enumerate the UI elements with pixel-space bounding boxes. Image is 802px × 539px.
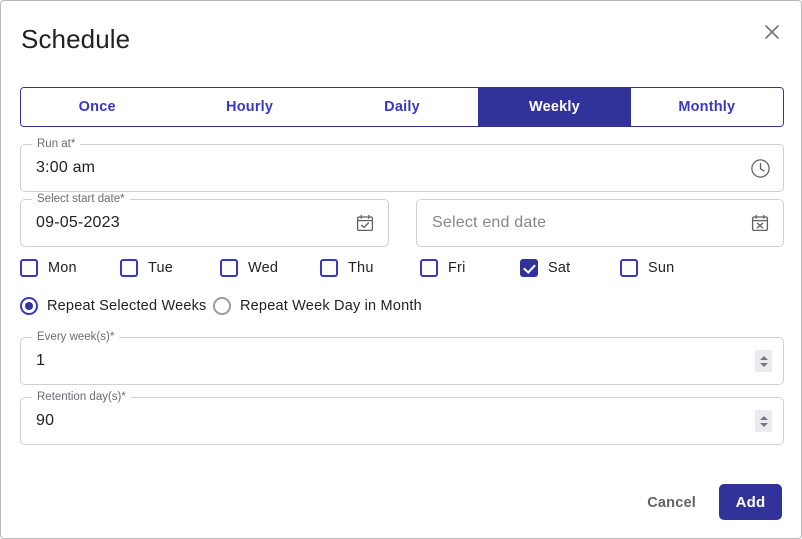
calendar-check-icon[interactable] <box>354 212 376 234</box>
add-button[interactable]: Add <box>719 484 782 520</box>
checkbox-label-thu: Thu <box>348 260 374 276</box>
start-date-field[interactable]: Select start date* 09-05-2023 <box>20 192 389 247</box>
tab-weekly[interactable]: Weekly <box>478 88 631 126</box>
checkbox-box-wed <box>220 259 238 277</box>
run-at-label: Run at* <box>32 137 81 151</box>
checkbox-box-thu <box>320 259 338 277</box>
checkbox-label-fri: Fri <box>448 260 466 276</box>
retention-days-label: Retention day(s)* <box>32 390 131 404</box>
checkbox-fri[interactable]: Fri <box>420 259 466 277</box>
checkbox-label-sat: Sat <box>548 260 571 276</box>
tab-daily[interactable]: Daily <box>325 88 479 126</box>
checkbox-label-tue: Tue <box>148 260 174 276</box>
every-weeks-stepper[interactable] <box>755 350 772 372</box>
clock-icon[interactable] <box>749 157 771 179</box>
radio-label-selected-weeks: Repeat Selected Weeks <box>47 298 207 314</box>
end-date-placeholder: Select end date <box>432 214 547 231</box>
close-button[interactable] <box>759 19 785 45</box>
tab-hourly[interactable]: Hourly <box>173 88 326 126</box>
start-date-value: 09-05-2023 <box>36 214 120 231</box>
tab-once[interactable]: Once <box>21 88 174 126</box>
page-title: Schedule <box>21 24 131 54</box>
checkbox-label-sun: Sun <box>648 260 675 276</box>
checkbox-thu[interactable]: Thu <box>320 259 374 277</box>
retention-days-stepper[interactable] <box>755 410 772 432</box>
checkbox-label-wed: Wed <box>248 260 279 276</box>
schedule-frequency-tabs: Once Hourly Daily Weekly Monthly <box>20 87 784 127</box>
radio-label-week-day-in-month: Repeat Week Day in Month <box>240 298 422 314</box>
weekday-checkbox-group: Mon Tue Wed Thu Fri Sat Sun <box>20 259 784 285</box>
every-weeks-value: 1 <box>36 352 46 369</box>
checkbox-box-mon <box>20 259 38 277</box>
every-weeks-label: Every week(s)* <box>32 330 120 344</box>
chevron-down-icon[interactable] <box>759 362 768 367</box>
run-at-field[interactable]: Run at* 3:00 am <box>20 137 784 192</box>
end-date-field[interactable]: Select end date <box>416 199 784 247</box>
checkbox-box-fri <box>420 259 438 277</box>
start-date-label: Select start date* <box>32 192 130 206</box>
every-weeks-field[interactable]: Every week(s)* 1 <box>20 330 784 385</box>
radio-repeat-week-day-in-month[interactable]: Repeat Week Day in Month <box>213 297 422 315</box>
chevron-up-icon[interactable] <box>759 355 768 360</box>
checkbox-box-sun <box>620 259 638 277</box>
repeat-mode-radio-group: Repeat Selected Weeks Repeat Week Day in… <box>20 297 784 321</box>
radio-repeat-selected-weeks[interactable]: Repeat Selected Weeks <box>20 297 207 315</box>
checkbox-mon[interactable]: Mon <box>20 259 77 277</box>
cancel-button[interactable]: Cancel <box>637 489 706 517</box>
tab-monthly[interactable]: Monthly <box>630 88 783 126</box>
retention-days-value: 90 <box>36 412 55 429</box>
chevron-down-icon[interactable] <box>759 422 768 427</box>
radio-circle-selected-weeks <box>20 297 38 315</box>
run-at-value: 3:00 am <box>36 159 96 176</box>
checkbox-sat[interactable]: Sat <box>520 259 570 277</box>
chevron-up-icon[interactable] <box>759 415 768 420</box>
checkbox-box-tue <box>120 259 138 277</box>
checkbox-label-mon: Mon <box>48 260 77 276</box>
checkbox-box-sat <box>520 259 538 277</box>
checkbox-sun[interactable]: Sun <box>620 259 674 277</box>
checkbox-tue[interactable]: Tue <box>120 259 173 277</box>
close-icon <box>764 24 780 40</box>
radio-circle-week-day-in-month <box>213 297 231 315</box>
checkbox-wed[interactable]: Wed <box>220 259 278 277</box>
retention-days-field[interactable]: Retention day(s)* 90 <box>20 390 784 445</box>
calendar-clear-icon[interactable] <box>749 212 771 234</box>
